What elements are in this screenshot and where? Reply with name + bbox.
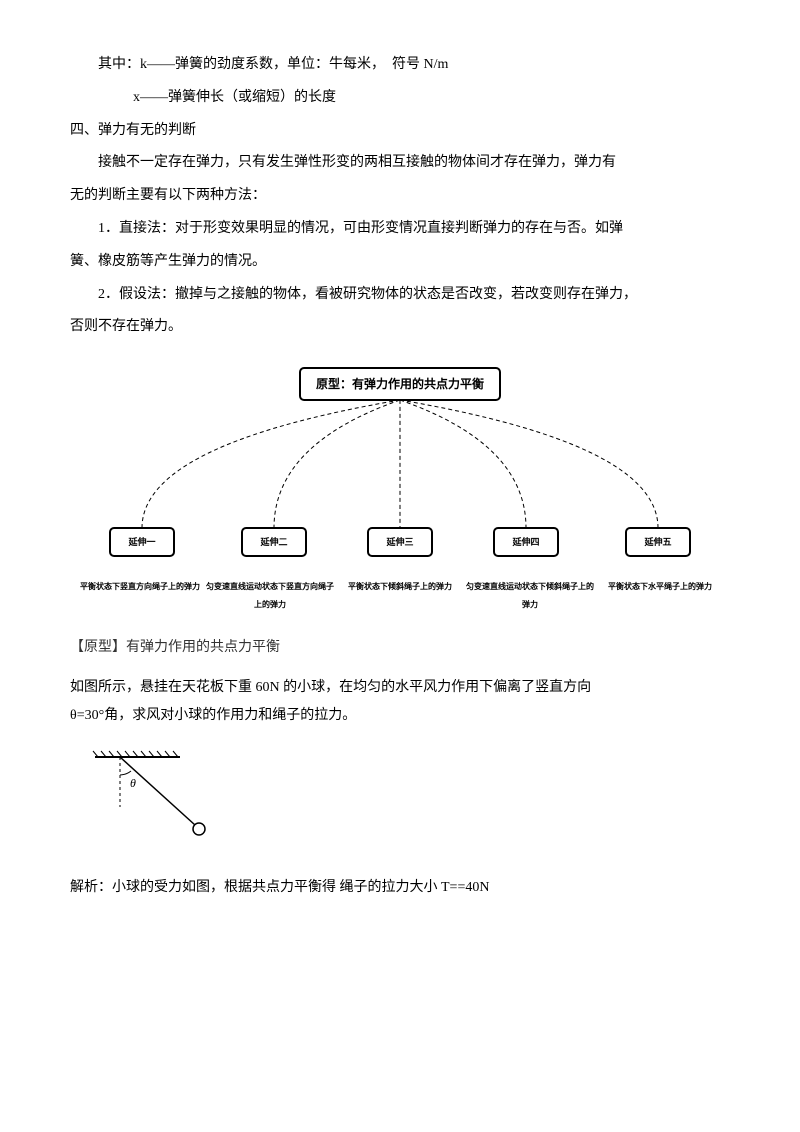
svg-text:延伸五: 延伸五	[643, 536, 671, 547]
method-1b: 簧、橡皮筋等产生弹力的情况。	[70, 247, 730, 278]
prototype-title: 【原型】有弹力作用的共点力平衡	[70, 633, 730, 664]
svg-text:θ: θ	[130, 776, 136, 790]
caption-2: 匀变速直线运动状态下竖直方向绳子上的弹力	[205, 578, 335, 613]
para-intro-2: 无的判断主要有以下两种方法：	[70, 181, 730, 212]
svg-text:延伸三: 延伸三	[385, 536, 413, 547]
tree-diagram: 原型：有弹力作用的共点力平衡延伸一 延伸二 延伸三 延伸四 延伸五	[70, 358, 730, 568]
problem-line-1: 如图所示，悬挂在天花板下重 60N 的小球，在均匀的水平风力作用下偏离了竖直方向	[70, 674, 730, 702]
para-intro-1: 接触不一定存在弹力，只有发生弹性形变的两相互接触的物体间才存在弹力，弹力有	[70, 148, 730, 179]
problem-text: 如图所示，悬挂在天花板下重 60N 的小球，在均匀的水平风力作用下偏离了竖直方向…	[70, 674, 730, 730]
svg-text:延伸四: 延伸四	[511, 536, 539, 547]
line-k-def: 其中：k——弹簧的劲度系数，单位：牛每米， 符号 N/m	[70, 50, 730, 81]
svg-text:原型：有弹力作用的共点力平衡: 原型：有弹力作用的共点力平衡	[316, 376, 484, 391]
method-2a: 2．假设法：撤掉与之接触的物体，看被研究物体的状态是否改变，若改变则存在弹力，	[70, 280, 730, 311]
line-x-def: x——弹簧伸长（或缩短）的长度	[70, 83, 730, 114]
pendulum-diagram: θ	[90, 745, 730, 858]
method-2b: 否则不存在弹力。	[70, 312, 730, 343]
problem-line-2: θ=30°角，求风对小球的作用力和绳子的拉力。	[70, 702, 730, 730]
svg-text:延伸一: 延伸一	[127, 536, 155, 547]
caption-5: 平衡状态下水平绳子上的弹力	[595, 578, 725, 613]
caption-1: 平衡状态下竖直方向绳子上的弹力	[75, 578, 205, 613]
answer-text: 解析：小球的受力如图，根据共点力平衡得 绳子的拉力大小 T==40N	[70, 873, 730, 904]
heading-4: 四、弹力有无的判断	[70, 116, 730, 147]
svg-text:延伸二: 延伸二	[259, 536, 287, 547]
method-1a: 1．直接法：对于形变效果明显的情况，可由形变情况直接判断弹力的存在与否。如弹	[70, 214, 730, 245]
caption-3: 平衡状态下倾斜绳子上的弹力	[335, 578, 465, 613]
diagram-captions: 平衡状态下竖直方向绳子上的弹力 匀变速直线运动状态下竖直方向绳子上的弹力 平衡状…	[70, 578, 730, 613]
caption-4: 匀变速直线运动状态下倾斜绳子上的弹力	[465, 578, 595, 613]
